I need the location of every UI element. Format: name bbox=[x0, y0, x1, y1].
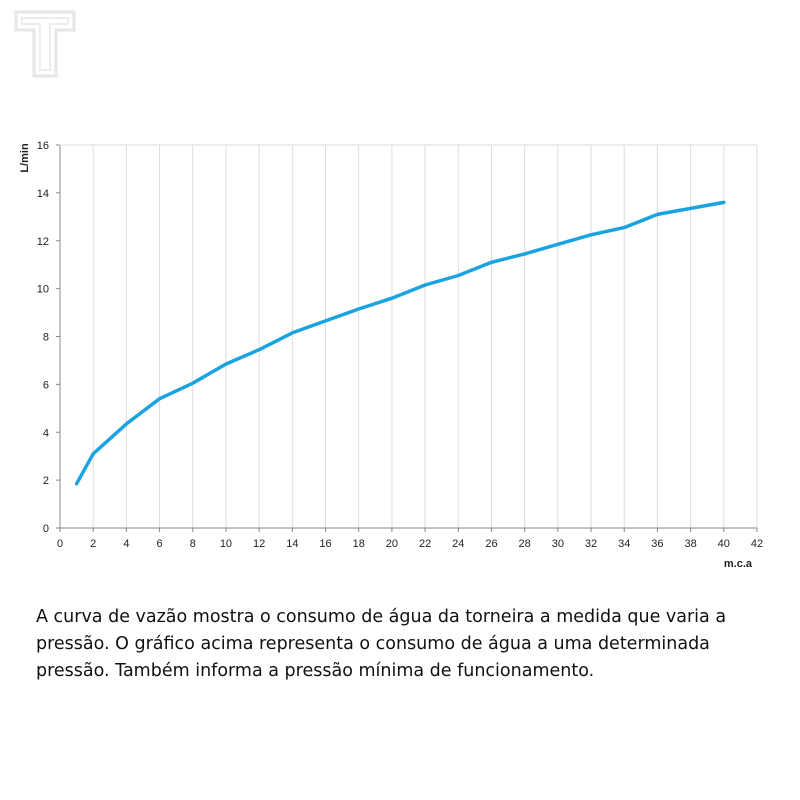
x-axis-title: m.c.a bbox=[724, 558, 753, 570]
x-tick-label: 12 bbox=[253, 538, 265, 550]
y-tick-label: 8 bbox=[43, 332, 49, 344]
y-tick-label: 6 bbox=[43, 379, 49, 391]
x-tick-label: 8 bbox=[190, 538, 196, 550]
x-tick-label: 28 bbox=[519, 538, 531, 550]
x-tick-label: 2 bbox=[90, 538, 96, 550]
x-tick-label: 30 bbox=[552, 538, 564, 550]
x-tick-label: 4 bbox=[123, 538, 129, 550]
y-tick-label: 0 bbox=[43, 523, 49, 535]
y-tick-label: 2 bbox=[43, 475, 49, 487]
t-letter-logo-icon bbox=[14, 10, 76, 78]
y-tick-label: 4 bbox=[43, 427, 49, 439]
x-tick-label: 38 bbox=[684, 538, 696, 550]
x-tick-label: 24 bbox=[452, 538, 464, 550]
x-tick-label: 14 bbox=[286, 538, 298, 550]
x-tick-label: 10 bbox=[220, 538, 232, 550]
x-tick-label: 16 bbox=[319, 538, 331, 550]
y-axis-title: L/min bbox=[19, 143, 31, 173]
x-tick-label: 22 bbox=[419, 538, 431, 550]
y-tick-label: 12 bbox=[37, 236, 49, 248]
series-layer bbox=[74, 200, 726, 486]
y-tick-label: 10 bbox=[37, 284, 49, 296]
x-tick-label: 34 bbox=[618, 538, 630, 550]
x-tick-label: 40 bbox=[718, 538, 730, 550]
y-tick-label: 16 bbox=[37, 140, 49, 152]
grid-lines bbox=[92, 145, 758, 528]
axes bbox=[56, 144, 758, 532]
x-tick-label: 20 bbox=[386, 538, 398, 550]
x-tick-label: 18 bbox=[353, 538, 365, 550]
x-tick-label: 6 bbox=[157, 538, 163, 550]
y-tick-label: 14 bbox=[37, 188, 49, 200]
x-tick-label: 36 bbox=[651, 538, 663, 550]
chart-caption: A curva de vazão mostra o consumo de águ… bbox=[36, 607, 727, 681]
x-tick-label: 32 bbox=[585, 538, 597, 550]
series-line bbox=[74, 200, 726, 486]
x-tick-label: 0 bbox=[57, 538, 63, 550]
x-tick-label: 42 bbox=[751, 538, 763, 550]
x-tick-label: 26 bbox=[485, 538, 497, 550]
